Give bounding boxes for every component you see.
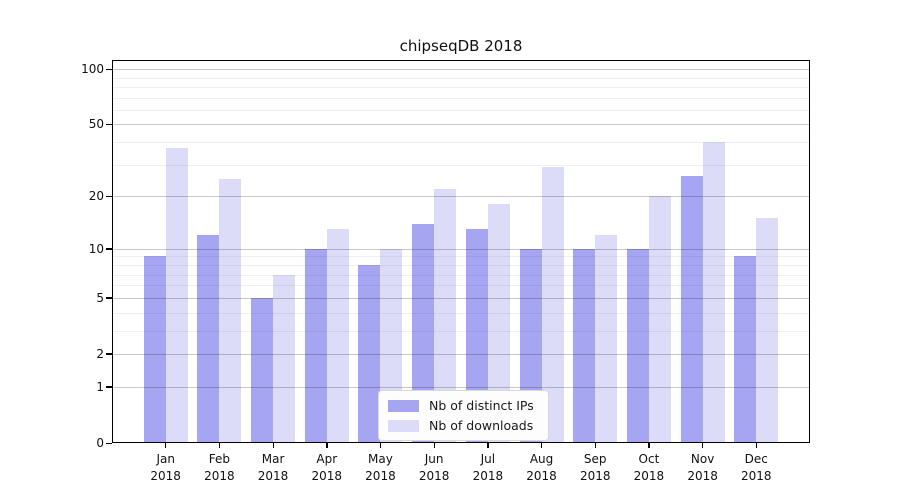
x-tick-mark (541, 443, 543, 448)
bar-ips-mar (251, 297, 274, 443)
bar-ips-feb (197, 235, 220, 443)
minor-gridline (112, 274, 810, 276)
x-tick-mark (379, 443, 382, 448)
y-tick-mark (106, 68, 112, 70)
bar-ips-dec (734, 256, 757, 443)
x-tick-mark (648, 443, 650, 448)
bar-downloads-oct (648, 196, 671, 443)
x-tick-mark (218, 443, 221, 448)
x-tick-mark (594, 443, 597, 448)
y-tick-mark (106, 442, 112, 444)
x-tick-label: Apr 2018 (311, 452, 343, 483)
bar-downloads-apr (326, 229, 349, 443)
x-tick-label: Dec 2018 (741, 452, 772, 483)
major-gridline (112, 386, 810, 388)
plot-area (112, 60, 810, 443)
bar-downloads-dec (756, 218, 779, 443)
y-tick-label: 5 (96, 290, 104, 305)
x-tick-label: Feb 2018 (204, 452, 235, 483)
minor-gridline (112, 86, 810, 88)
legend-item-distinct-ips: Nb of distinct IPs (388, 398, 534, 413)
y-tick-mark (106, 297, 112, 299)
x-tick-label: Sep 2018 (579, 452, 611, 483)
bar-downloads-jan (165, 148, 188, 443)
bar-downloads-jul (487, 204, 510, 443)
legend-label-downloads: Nb of downloads (429, 418, 534, 433)
y-tick-mark (106, 353, 112, 355)
minor-gridline (112, 77, 810, 79)
bar-ips-apr (304, 248, 327, 443)
y-tick-mark (106, 195, 112, 198)
minor-gridline (112, 109, 810, 111)
legend-item-downloads: Nb of downloads (388, 418, 534, 433)
x-tick-mark (165, 443, 167, 448)
y-tick-label: 1 (96, 379, 104, 394)
minor-gridline (112, 142, 810, 144)
bar-ips-may (358, 264, 381, 443)
minor-gridline (112, 312, 810, 314)
minor-gridline (112, 330, 810, 332)
x-tick-mark (326, 443, 328, 448)
bar-ips-jan (143, 256, 166, 443)
x-tick-label: Mar 2018 (257, 452, 289, 483)
major-gridline (112, 248, 810, 250)
x-tick-label: Jul 2018 (472, 452, 504, 483)
x-tick-label: Aug 2018 (526, 452, 557, 483)
minor-gridline (112, 256, 810, 258)
bar-ips-nov (680, 175, 703, 443)
bar-ips-oct (626, 248, 649, 443)
chart-title: chipseqDB 2018 (399, 37, 523, 55)
bar-ips-jun (412, 223, 435, 443)
major-gridline (112, 196, 810, 198)
y-tick-mark (106, 123, 112, 126)
x-tick-label: Jun 2018 (418, 452, 450, 483)
minor-gridline (112, 264, 810, 266)
x-tick-mark (487, 443, 489, 448)
major-gridline (112, 297, 810, 299)
bar-downloads-mar (273, 274, 296, 443)
bar-downloads-jun (434, 188, 457, 443)
bar-downloads-nov (702, 142, 725, 443)
y-tick-label: 0 (96, 436, 104, 450)
major-gridline (112, 69, 810, 71)
major-gridline (112, 124, 810, 126)
x-tick-mark (433, 443, 435, 448)
bar-downloads-aug (541, 167, 564, 443)
legend-swatch-distinct-ips (388, 399, 419, 412)
y-tick-label: 2 (96, 346, 104, 361)
major-gridline (112, 353, 810, 355)
bar-downloads-feb (219, 179, 242, 443)
legend: Nb of distinct IPs Nb of downloads (378, 390, 549, 441)
bar-downloads-sep (595, 235, 618, 443)
y-tick-label: 10 (88, 241, 104, 256)
x-tick-mark (755, 443, 758, 448)
y-tick-label: 100 (81, 62, 104, 77)
x-tick-mark (702, 443, 704, 448)
x-tick-label: May 2018 (365, 452, 396, 483)
legend-label-distinct-ips: Nb of distinct IPs (429, 398, 534, 413)
minor-gridline (112, 164, 810, 166)
x-tick-mark (272, 443, 274, 448)
legend-swatch-downloads (388, 419, 419, 432)
x-tick-label: Nov 2018 (687, 452, 718, 483)
y-tick-label: 20 (88, 189, 104, 204)
x-tick-label: Jan 2018 (150, 452, 181, 483)
minor-gridline (112, 285, 810, 287)
minor-gridline (112, 97, 810, 99)
y-tick-mark (106, 248, 112, 250)
y-tick-mark (106, 386, 112, 388)
x-tick-label: Oct 2018 (633, 452, 665, 483)
y-tick-label: 50 (88, 117, 104, 132)
bar-ips-jul (465, 229, 488, 443)
bar-ips-sep (573, 248, 596, 443)
